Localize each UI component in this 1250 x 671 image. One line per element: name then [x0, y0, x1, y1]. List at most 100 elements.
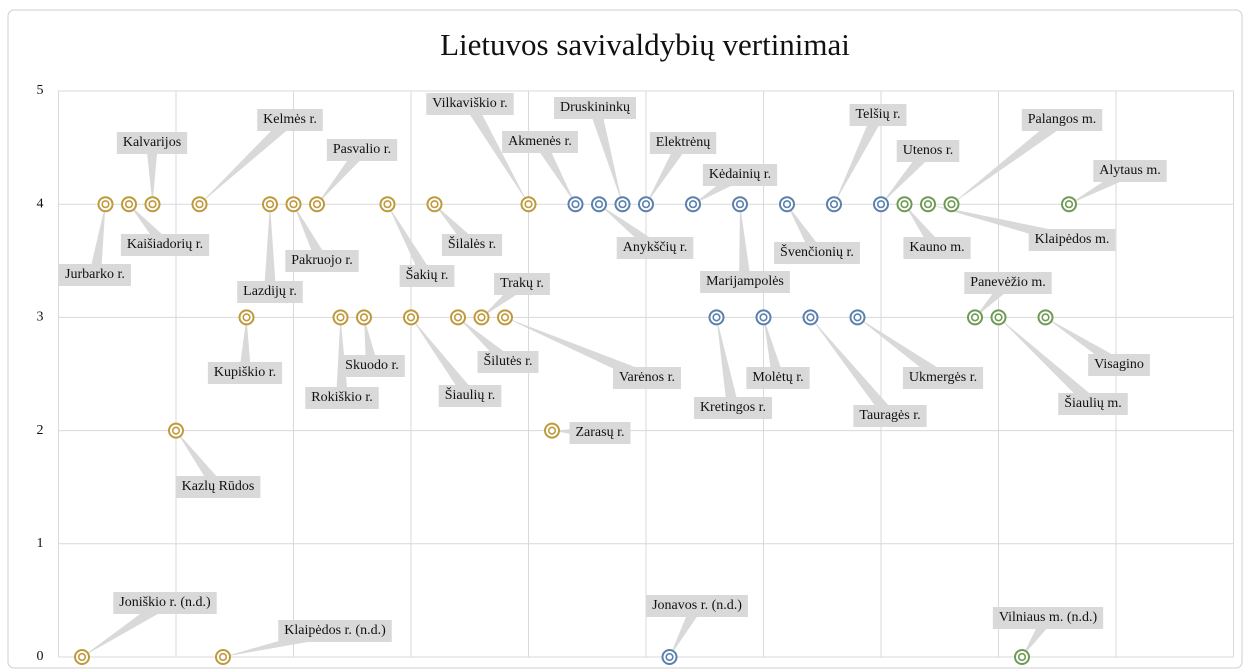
callout-pointer — [199, 115, 295, 205]
data-label: Vilniaus m. (n.d.) — [999, 610, 1098, 625]
callout-box — [700, 271, 790, 293]
point-inner — [712, 313, 721, 322]
callout-box — [1021, 109, 1103, 131]
point-inner — [148, 200, 157, 209]
callout-pointer — [89, 204, 106, 276]
point — [473, 309, 490, 326]
y-tick-label: 2 — [37, 423, 44, 438]
y-tick-label: 3 — [37, 310, 44, 325]
callout: Klaipėdos m. — [928, 204, 1116, 251]
callout: Kelmės r. — [199, 109, 323, 205]
point-inner — [500, 313, 510, 322]
point-inner — [947, 200, 956, 209]
callout-box — [849, 104, 907, 126]
point — [826, 196, 842, 213]
point-inner — [594, 200, 604, 209]
callout: Skuodo r. — [339, 317, 405, 377]
point — [168, 422, 184, 439]
data-label: Kalvarijos — [123, 135, 181, 150]
point — [544, 422, 560, 439]
callout: Jurbarko r. — [59, 204, 131, 286]
data-label: Utenos r. — [903, 143, 954, 158]
point-inner — [195, 200, 204, 209]
callout: Druskininkų — [554, 97, 636, 205]
callout: Vilkaviškio r. — [426, 93, 529, 205]
point-inner — [406, 313, 416, 322]
callout: Panevėžio m. — [964, 272, 1052, 318]
point-inner — [641, 200, 651, 209]
point — [661, 649, 678, 665]
data-label: Kazlų Rūdos — [182, 479, 255, 494]
callout: Švenčionių r. — [774, 204, 860, 264]
data-label: Molėtų r. — [752, 370, 803, 385]
data-label: Kelmės r. — [263, 112, 317, 127]
data-label: Alytaus m. — [1099, 163, 1160, 178]
data-label: Klaipėdos r. (n.d.) — [284, 623, 386, 638]
data-label: Pakruojo r. — [291, 253, 352, 268]
point — [943, 196, 960, 213]
callout-box — [494, 273, 550, 295]
point — [967, 309, 983, 326]
point — [614, 196, 631, 213]
point-inner — [336, 313, 345, 322]
callout-box — [1028, 229, 1116, 251]
data-label: Kaišiadorių r. — [127, 237, 203, 252]
callout: Pasvalio r. — [317, 139, 398, 205]
data-label: Skuodo r. — [345, 358, 399, 373]
callout: Vilniaus m. (n.d.) — [992, 607, 1104, 657]
callout-box — [649, 132, 717, 154]
callout-box — [120, 234, 210, 256]
data-label: Rokiškio r. — [311, 390, 372, 405]
point — [685, 196, 701, 213]
data-label: Šiaulių r. — [445, 386, 496, 403]
point — [896, 196, 913, 213]
point-inner — [289, 200, 298, 209]
callout-box — [693, 397, 773, 419]
point-inner — [524, 200, 533, 209]
point-inner — [218, 652, 228, 662]
point-inner — [970, 313, 980, 322]
callout: Šiaulių m. — [998, 317, 1128, 415]
callout: Kauno m. — [903, 204, 971, 259]
callout-pointer — [293, 204, 328, 264]
callout: Kėdainių r. — [693, 164, 778, 205]
point-inner — [101, 200, 110, 209]
callout: Kazlų Rūdos — [175, 430, 261, 498]
point — [97, 196, 114, 213]
point-inner — [124, 200, 134, 209]
point — [191, 196, 208, 213]
data-label: Švenčionių r. — [780, 243, 854, 260]
point — [262, 196, 278, 213]
data-label: Anykščių r. — [623, 240, 688, 255]
callout: Alytaus m. — [1069, 160, 1167, 205]
callout: Šilutės r. — [458, 317, 539, 373]
point — [779, 196, 795, 213]
point — [849, 309, 866, 326]
data-label: Ukmergės r. — [909, 370, 977, 385]
callout-pointer — [534, 139, 576, 205]
data-label: Jonavos r. (n.d.) — [652, 598, 742, 613]
data-label: Trakų r. — [500, 276, 544, 291]
callout-box — [774, 242, 860, 264]
callout-pointer — [763, 317, 784, 380]
data-label: Zarasų r. — [576, 425, 625, 440]
point — [920, 196, 936, 213]
point-inner — [453, 313, 463, 322]
point — [285, 196, 302, 213]
callout-pointer — [264, 204, 276, 292]
callout-box — [339, 355, 405, 377]
callout-pointer — [176, 430, 223, 491]
data-label: Šilutės r. — [483, 352, 532, 369]
callout-pointer — [951, 115, 1066, 205]
point — [74, 649, 90, 665]
data-label: Klaipėdos m. — [1035, 232, 1110, 247]
callout: Anykščių r. — [599, 204, 694, 259]
data-label: Kėdainių r. — [709, 167, 771, 182]
callout: Klaipėdos r. (n.d.) — [223, 620, 392, 657]
point-inner — [665, 652, 674, 662]
callout: Lazdijų r. — [237, 204, 303, 303]
callout-box — [1093, 160, 1167, 182]
point — [638, 196, 654, 213]
callout-box — [426, 93, 514, 115]
data-label: Pasvalio r. — [333, 142, 391, 157]
